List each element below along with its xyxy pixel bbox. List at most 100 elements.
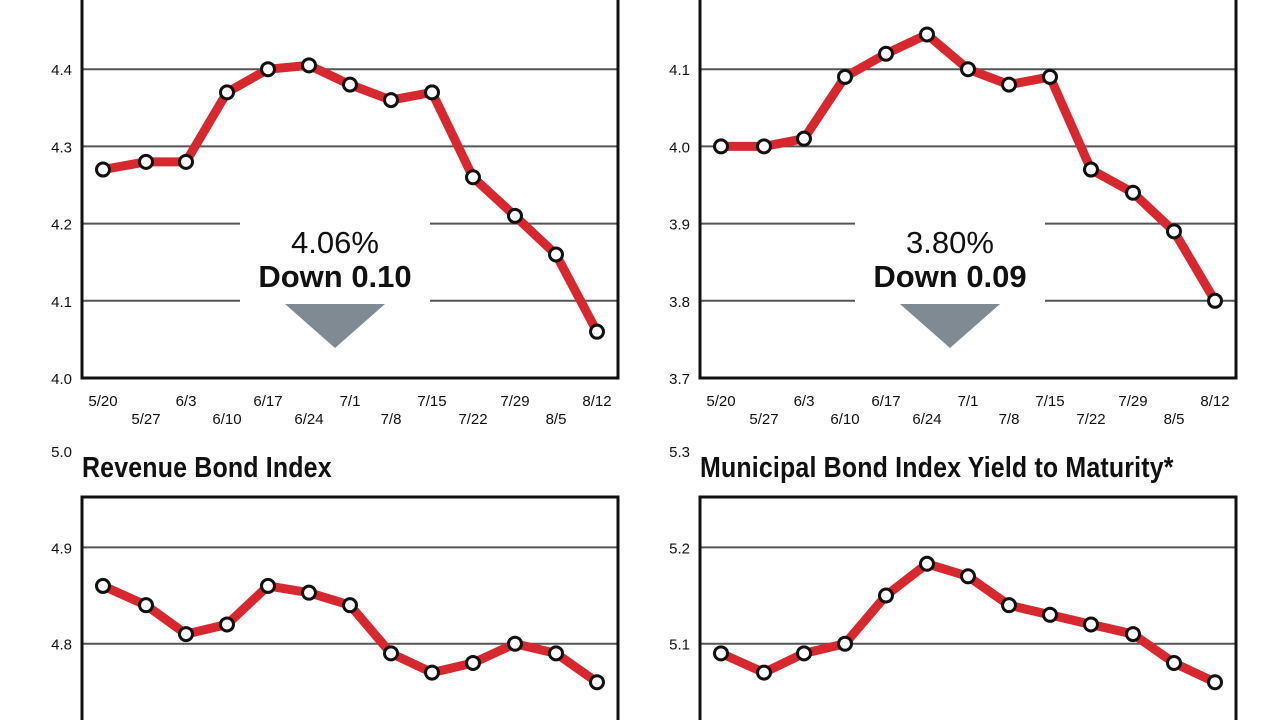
y-tick-label: 4.2 <box>51 217 72 234</box>
x-tick-label: 5/27 <box>131 411 160 428</box>
data-point <box>424 84 440 101</box>
data-point <box>301 584 317 601</box>
data-point <box>424 664 440 681</box>
data-point <box>138 597 154 614</box>
data-point <box>796 130 812 147</box>
chart-title: Municipal Bond Index Yield to Maturity* <box>700 452 1174 484</box>
data-point <box>1166 654 1182 671</box>
y-tick-label: 5.0 <box>51 444 72 461</box>
y-tick-label: 5.3 <box>669 444 690 461</box>
data-point <box>219 616 235 633</box>
plot-frame <box>698 0 1238 380</box>
y-tick-label: 4.0 <box>669 139 690 156</box>
data-point <box>589 323 605 340</box>
y-tick-label: 4.4 <box>51 62 72 79</box>
data-point <box>465 654 481 671</box>
data-point <box>837 635 853 652</box>
data-point <box>465 169 481 186</box>
x-tick-label: 6/10 <box>830 411 859 428</box>
x-tick-label: 8/5 <box>546 411 567 428</box>
data-point <box>260 577 276 594</box>
data-point <box>919 26 935 43</box>
x-tick-label: 6/3 <box>176 393 197 410</box>
data-point <box>1125 184 1141 201</box>
x-tick-label: 7/1 <box>958 393 979 410</box>
callout-value: 3.80% <box>906 225 994 260</box>
x-tick-label: 6/24 <box>912 411 941 428</box>
callout-change: Down 0.09 <box>873 259 1027 294</box>
data-point <box>178 153 194 170</box>
data-point <box>138 153 154 170</box>
data-point <box>383 92 399 109</box>
y-tick-label: 3.7 <box>669 371 690 388</box>
data-point <box>178 626 194 643</box>
callout: 4.06% Down 0.10 <box>240 222 430 348</box>
data-point <box>1042 68 1058 85</box>
y-tick-label: 5.1 <box>669 637 690 654</box>
x-tick-label: 6/17 <box>253 393 282 410</box>
x-tick-label: 6/17 <box>871 393 900 410</box>
x-tick-label: 7/8 <box>999 411 1020 428</box>
x-tick-label: 5/20 <box>706 393 735 410</box>
data-point <box>383 645 399 662</box>
data-point <box>878 45 894 62</box>
x-tick-label: 7/1 <box>340 393 361 410</box>
data-point <box>919 555 935 572</box>
x-tick-label: 7/22 <box>458 411 487 428</box>
data-point <box>1125 626 1141 643</box>
data-point <box>507 207 523 224</box>
callout-value: 4.06% <box>291 225 379 260</box>
y-tick-label: 3.9 <box>669 217 690 234</box>
y-tick-label: 4.8 <box>51 637 72 654</box>
x-tick-label: 7/29 <box>500 393 529 410</box>
x-tick-label: 7/29 <box>1118 393 1147 410</box>
plot-frame <box>698 495 1238 720</box>
chart-title: Revenue Bond Index <box>82 452 332 484</box>
data-point <box>1001 76 1017 93</box>
data-point <box>260 61 276 78</box>
plot-frame <box>80 0 620 380</box>
data-point <box>342 597 358 614</box>
x-tick-label: 7/8 <box>381 411 402 428</box>
data-point <box>1083 161 1099 178</box>
data-point <box>960 61 976 78</box>
x-tick-label: 7/22 <box>1076 411 1105 428</box>
y-tick-label: 4.1 <box>51 294 72 311</box>
data-point <box>507 635 523 652</box>
data-point <box>713 645 729 662</box>
data-point <box>837 68 853 85</box>
data-point <box>960 568 976 585</box>
y-tick-label: 4.1 <box>669 62 690 79</box>
data-point <box>219 84 235 101</box>
data-point <box>878 587 894 604</box>
x-tick-label: 6/10 <box>212 411 241 428</box>
y-tick-label: 5.2 <box>669 540 690 557</box>
data-point <box>589 674 605 691</box>
x-tick-label: 6/3 <box>794 393 815 410</box>
data-point <box>1207 674 1223 691</box>
data-point <box>1042 606 1058 623</box>
data-point <box>548 246 564 263</box>
data-point <box>756 664 772 681</box>
data-point <box>1083 616 1099 633</box>
data-point <box>796 645 812 662</box>
data-point <box>95 161 111 178</box>
plot-frame <box>80 495 620 720</box>
y-tick-label: 4.0 <box>51 371 72 388</box>
data-point <box>548 645 564 662</box>
data-point <box>301 57 317 74</box>
down-arrow-icon <box>285 304 385 348</box>
x-tick-label: 5/20 <box>88 393 117 410</box>
x-tick-label: 8/12 <box>1200 393 1229 410</box>
data-point <box>713 138 729 155</box>
y-tick-label: 4.3 <box>51 139 72 156</box>
down-arrow-icon <box>900 304 1000 348</box>
x-tick-label: 5/27 <box>749 411 778 428</box>
x-tick-label: 8/12 <box>582 393 611 410</box>
callout: 3.80% Down 0.09 <box>855 222 1045 348</box>
data-point <box>756 138 772 155</box>
x-tick-label: 6/24 <box>294 411 323 428</box>
x-tick-label: 8/5 <box>1164 411 1185 428</box>
